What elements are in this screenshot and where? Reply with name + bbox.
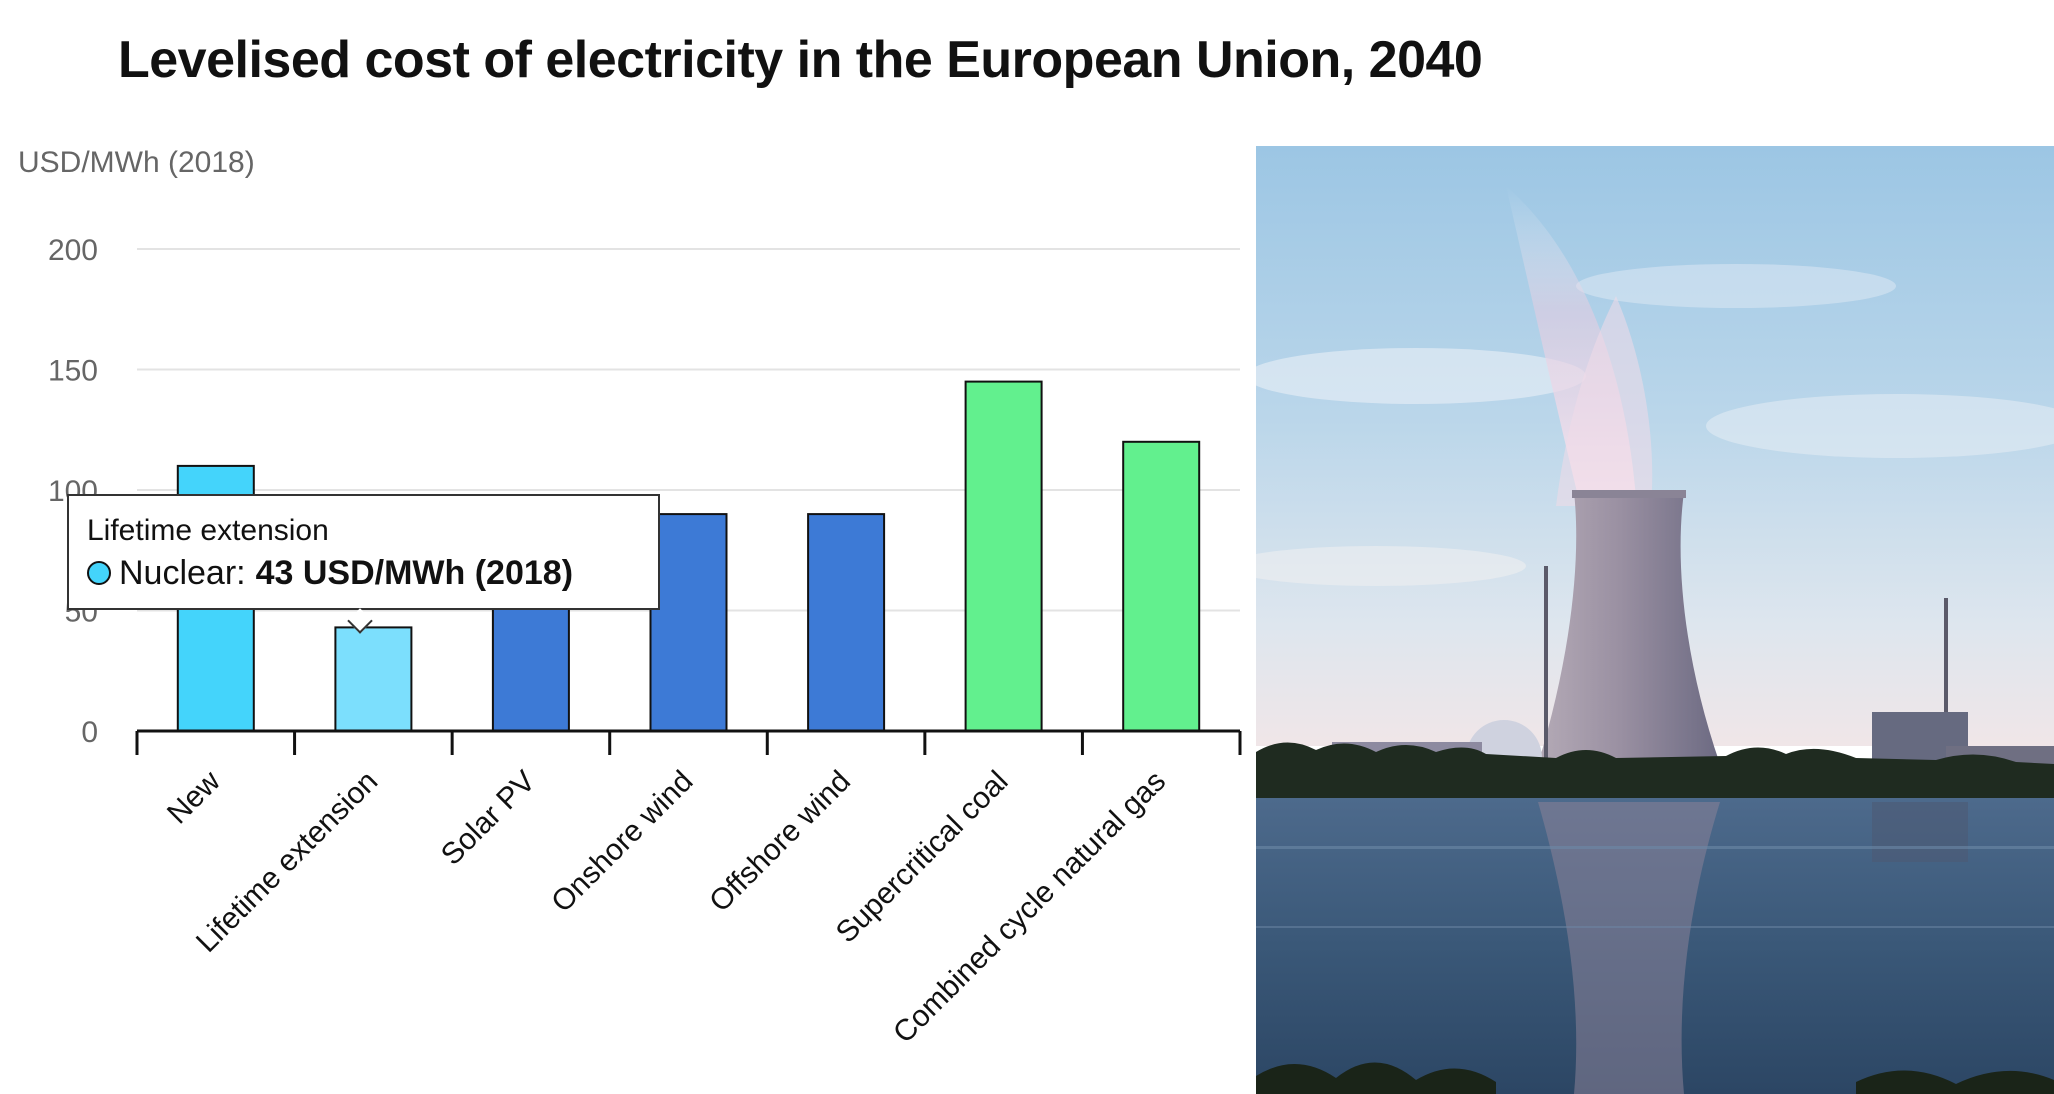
tooltip: Lifetime extension Nuclear: 43 USD/MWh (… bbox=[67, 494, 660, 610]
x-tick-label: Onshore wind bbox=[545, 765, 699, 919]
tooltip-value: 43 USD/MWh (2018) bbox=[255, 554, 574, 592]
y-tick-label: 200 bbox=[48, 234, 98, 267]
x-tick-label: Offshore wind bbox=[703, 765, 857, 919]
nuclear-plant-photo bbox=[1256, 146, 2054, 1094]
bar-onshore-wind[interactable] bbox=[649, 513, 728, 732]
series-marker-icon bbox=[87, 561, 111, 585]
x-tick-label: Supercritical coal bbox=[830, 765, 1015, 950]
y-tick-label: 0 bbox=[81, 716, 98, 749]
x-tick-label: Combined cycle natural gas bbox=[887, 765, 1172, 1050]
x-tick-label: Solar PV bbox=[435, 765, 542, 872]
x-tick-label: New bbox=[161, 764, 227, 830]
bar-lifetime-extension[interactable] bbox=[334, 626, 413, 733]
chart-title: Levelised cost of electricity in the Eur… bbox=[118, 31, 1483, 89]
bar-combined-cycle-natural-gas[interactable] bbox=[1122, 440, 1201, 732]
bar-supercritical-coal[interactable] bbox=[964, 380, 1043, 732]
y-axis-label: USD/MWh (2018) bbox=[18, 146, 255, 179]
y-tick-label: 150 bbox=[48, 355, 98, 388]
tooltip-category: Lifetime extension bbox=[87, 514, 329, 547]
bar-offshore-wind[interactable] bbox=[807, 513, 886, 732]
tooltip-series: Nuclear: bbox=[119, 554, 246, 592]
